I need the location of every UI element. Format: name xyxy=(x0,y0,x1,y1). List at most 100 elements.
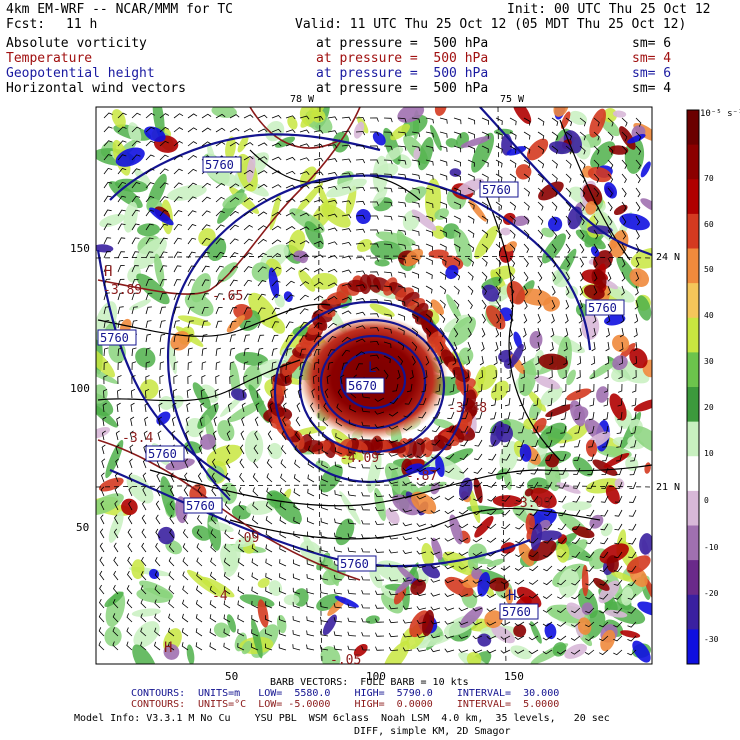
forecast-label: Fcst: xyxy=(6,17,46,32)
wind-barb xyxy=(388,466,399,471)
wind-barb xyxy=(629,495,637,503)
wind-barb xyxy=(238,515,245,525)
wind-barb xyxy=(586,495,595,503)
wind-barb xyxy=(155,528,161,539)
wind-barb xyxy=(299,185,310,189)
wind-barb xyxy=(251,529,259,539)
wind-barb xyxy=(117,278,125,287)
field-level-vorticity: at pressure = 500 hPa xyxy=(316,36,489,51)
wind-barb xyxy=(411,355,416,366)
wind-barb xyxy=(402,647,413,652)
wind-barb xyxy=(306,630,315,637)
wind-barb xyxy=(237,558,245,567)
wind-barb xyxy=(458,607,469,612)
wind-barb xyxy=(225,472,231,483)
wind-barb xyxy=(425,355,430,366)
wind-barb xyxy=(430,495,441,500)
wind-barb xyxy=(241,402,246,413)
wind-barb xyxy=(565,243,571,254)
wind-barb xyxy=(271,170,282,175)
wind-barb xyxy=(173,279,181,287)
wind-barb xyxy=(144,416,149,427)
wind-barb xyxy=(613,607,623,614)
wind-barb xyxy=(335,447,343,455)
wind-barb xyxy=(313,268,324,273)
temp-label: -4.09 xyxy=(340,451,379,466)
wind-barb xyxy=(523,285,529,296)
wind-barb xyxy=(128,486,133,497)
wind-barb xyxy=(486,551,497,557)
wind-barb xyxy=(299,361,305,371)
wind-barb xyxy=(215,224,225,231)
wind-barb xyxy=(575,383,581,393)
wind-barb xyxy=(169,514,175,525)
wind-barb xyxy=(444,537,455,542)
wind-barb xyxy=(171,416,176,427)
wind-barb xyxy=(515,551,525,558)
wind-barb xyxy=(333,603,343,609)
wind-barb xyxy=(126,599,133,609)
lon-label-78w: 78 W xyxy=(290,94,315,105)
wind-barb xyxy=(278,643,287,651)
wind-barb xyxy=(310,402,315,413)
wind-barb xyxy=(159,251,168,259)
wind-barb xyxy=(369,313,379,318)
wind-barb xyxy=(564,327,569,338)
wind-barb xyxy=(607,187,613,198)
wind-barb xyxy=(168,557,175,567)
wind-barb xyxy=(270,388,275,399)
wind-barb xyxy=(558,495,567,503)
wind-barb xyxy=(313,129,324,134)
wind-barb xyxy=(212,444,217,455)
wind-barb xyxy=(447,411,455,419)
wind-barb xyxy=(334,518,343,525)
wind-barb xyxy=(495,271,502,281)
wind-barb xyxy=(542,607,553,613)
wind-barb xyxy=(140,599,147,609)
high-marker: H xyxy=(164,640,172,656)
wind-barb xyxy=(523,271,529,282)
wind-barb xyxy=(509,173,517,182)
wind-barb xyxy=(397,117,407,123)
wind-barb xyxy=(536,327,541,338)
wind-barb xyxy=(323,402,329,413)
wind-barb xyxy=(397,173,407,179)
wind-barb xyxy=(430,467,441,473)
wind-barb xyxy=(154,627,161,637)
wind-barb xyxy=(576,369,581,379)
wind-barb xyxy=(173,265,182,273)
wind-barb xyxy=(565,285,570,296)
wind-barb xyxy=(285,129,296,133)
wind-barb xyxy=(501,523,511,530)
wind-barb xyxy=(271,253,282,259)
wind-barb xyxy=(334,475,343,483)
wind-barb xyxy=(537,145,545,155)
wind-barb xyxy=(229,293,238,301)
wind-barb xyxy=(100,486,105,497)
wind-barb xyxy=(173,347,179,357)
wind-barb xyxy=(565,257,571,268)
wind-barb xyxy=(486,579,497,585)
wind-barb xyxy=(509,313,514,324)
field-sm-height: sm= 6 xyxy=(632,66,672,81)
wind-barb xyxy=(229,307,237,315)
wind-barb xyxy=(556,621,567,627)
wind-barb xyxy=(486,593,497,598)
wind-barb xyxy=(348,419,357,427)
wind-barb xyxy=(229,347,236,357)
wind-barb xyxy=(347,575,357,581)
wind-barb xyxy=(565,215,571,226)
wind-barb xyxy=(197,486,203,497)
wind-barb xyxy=(621,173,627,184)
wind-barb xyxy=(103,251,111,259)
temp-label: -.65 xyxy=(212,289,243,304)
wind-barb xyxy=(299,348,307,357)
wind-barb xyxy=(383,131,393,137)
field-sm-wind: sm= 4 xyxy=(632,81,672,96)
wind-barb xyxy=(383,229,393,235)
temp-label: -.05 xyxy=(330,653,361,668)
wind-barb xyxy=(333,631,343,637)
wind-barb xyxy=(632,355,638,366)
wind-barb xyxy=(519,383,525,393)
wind-barb xyxy=(313,322,323,329)
